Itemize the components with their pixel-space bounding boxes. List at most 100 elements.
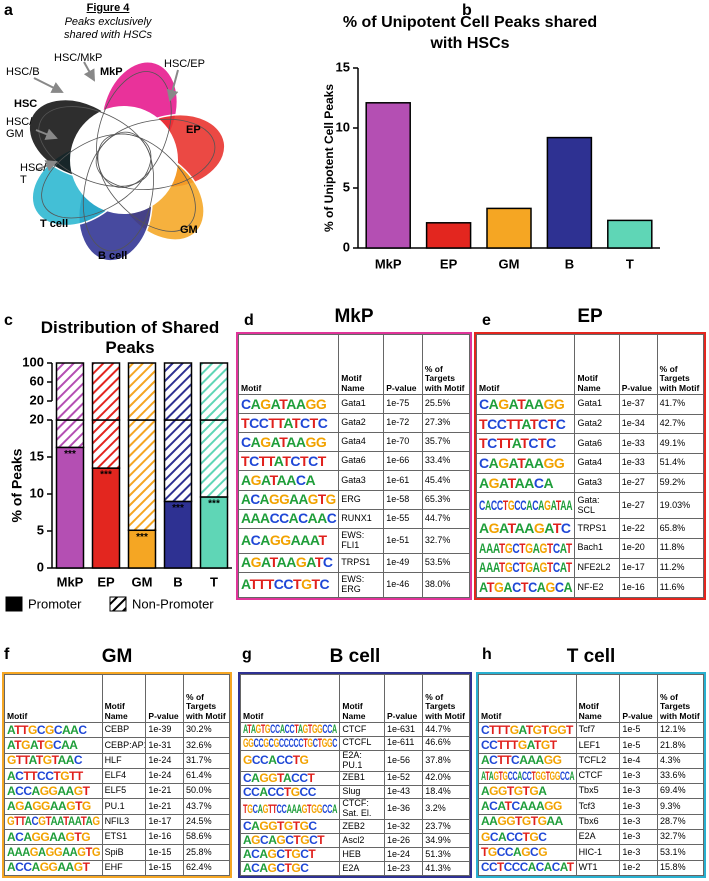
table-row: AGATAACA Gata3 1e-27 59.2%	[476, 472, 704, 494]
panel-letter: c	[4, 312, 13, 329]
table-cell: TCTTATCTC	[476, 433, 576, 455]
table-cell: 65.3%	[421, 489, 470, 510]
table-cell: 44.7%	[422, 722, 470, 737]
table-row: CCTTTGATGT LEF1 1e-5 21.8%	[478, 737, 704, 754]
table-cell: CAGGTGTGC	[240, 819, 341, 835]
table-row: TCCTTATCTC Gata2 1e-72 27.3%	[238, 413, 470, 434]
panel-letter: e	[482, 312, 491, 329]
x-tick-label: EP	[97, 574, 115, 589]
table-cell: 41.3%	[422, 860, 470, 876]
motif-logo: AAGGTGTGAA	[481, 814, 563, 829]
petal-outline	[97, 133, 196, 232]
motif-logo: GCACCTGC	[481, 829, 547, 844]
table-row: AGATAAGATC TRPS1 1e-49 53.5%	[238, 552, 470, 573]
table-cell: ATAGTGCCACCTGGTGGCCA	[478, 767, 577, 785]
significance-label: ***	[136, 532, 148, 543]
table-cell: Gata2	[338, 413, 385, 434]
table-cell: AAACCACAAC	[238, 508, 340, 529]
table-cell: EWS: FLI1	[338, 527, 385, 554]
table-cell: ACAGGAAGTG	[238, 489, 340, 510]
bar-segment	[55, 362, 85, 421]
table-cell: TGCAGTTCCAAAGTGGCCA	[240, 798, 341, 821]
table-cell: 1e-24	[383, 847, 424, 862]
y-tick-label: 0	[343, 239, 350, 254]
petal-outline	[82, 131, 154, 252]
table-cell: 32.7%	[421, 527, 470, 554]
table-cell: ATTTCCTGTC	[238, 571, 340, 598]
motif-logo: TGCCAGCG	[481, 845, 548, 860]
table-cell: AAATGCTGAGTCAT	[476, 537, 576, 559]
table-cell: 1e-21	[145, 783, 185, 800]
table-cell: 65.8%	[656, 518, 704, 539]
header-row: Motif Motif Name P-value% of Targets with …	[476, 334, 704, 395]
y-tick-label: 15	[336, 59, 350, 74]
table-cell: CAGATAAGG	[476, 453, 576, 474]
table-cell: ZEB2	[339, 819, 385, 835]
table-cell: 1e-27	[618, 472, 658, 494]
motif-logo: TCCTTATCTC	[479, 415, 566, 432]
table-cell: CCTTTGATGT	[478, 737, 577, 754]
table-cell: Gata4	[338, 432, 385, 453]
table-cell: Gata6	[574, 433, 620, 455]
table-cell: 43.7%	[183, 798, 230, 815]
table-cell: 44.7%	[421, 508, 470, 529]
table-cell: CACCTGCCACAGATAA	[476, 492, 576, 520]
table-row: GTTATGTAAC HLF 1e-24 31.7%	[4, 752, 230, 769]
bar-segment	[163, 362, 193, 421]
bar-segment	[91, 419, 121, 469]
table-row: TCCTTATCTC Gata2 1e-34 42.7%	[476, 413, 704, 435]
table-box: Motif Motif Name P-value% of Targets with …	[238, 672, 472, 878]
table-row: ATGATGCAA CEBP:AP1 1e-31 32.6%	[4, 737, 230, 754]
y-tick-label: 5	[37, 522, 44, 537]
table-cell: 1e-21	[145, 798, 185, 815]
diagram-label: MkP	[100, 66, 123, 78]
table-cell: 42.0%	[422, 770, 470, 786]
chart-title: % of Unipotent Cell Peaks shared with HS…	[342, 14, 598, 52]
column-header: Motif Name	[101, 674, 147, 723]
table-cell: ACTTCAAAGG	[478, 752, 577, 769]
diagram-subtitle: Peaks exclusively shared with HSCs	[63, 16, 153, 41]
table-row: ACAGGAAGTG ETS1 1e-16 58.6%	[4, 829, 230, 846]
table-cell: 69.4%	[657, 783, 704, 800]
table-cell: EWS: ERG	[338, 571, 385, 598]
table-cell: 28.7%	[657, 813, 704, 831]
legend-swatch	[5, 596, 23, 612]
table-cell: AGATAACA	[238, 470, 340, 491]
table-cell: 1e-3	[619, 829, 659, 846]
petal-outline	[95, 118, 216, 190]
x-tick-label: GM	[499, 256, 520, 271]
motif-logo: ACAGCTGC	[243, 861, 309, 876]
table-cell: GTTATGTAAC	[4, 752, 103, 769]
column-header: Motif	[4, 674, 103, 723]
table-cell: 25.8%	[183, 844, 230, 861]
table-cell: CTCFL	[339, 735, 385, 751]
table-cell: 1e-56	[383, 749, 424, 772]
table-row: GGCCGCGCCCCCTGCTGGC CTCFL 1e-611 46.6%	[240, 735, 470, 751]
table-cell: ELF5	[101, 783, 147, 800]
table-cell: GCACCTGC	[478, 829, 577, 846]
table-cell: 1e-15	[145, 844, 185, 861]
table-title: T cell	[566, 646, 616, 667]
table-row: CAGGTGTGC ZEB2 1e-32 23.7%	[240, 819, 470, 835]
table-cell: 1e-20	[618, 537, 658, 559]
table-row: TGCCAGCG HIC-1 1e-3 53.1%	[478, 844, 704, 861]
x-tick-label: MkP	[57, 574, 84, 589]
table-cell: EHF	[101, 859, 147, 876]
x-tick-label: B	[565, 256, 574, 271]
diagram-label: T cell	[40, 218, 69, 230]
table-cell: 49.1%	[656, 433, 704, 455]
table-cell: 1e-51	[383, 527, 423, 554]
table-cell: Slug	[339, 784, 385, 800]
table-cell: 1e-17	[145, 813, 185, 831]
diagram-label: GM	[180, 224, 198, 236]
table-cell: 61.4%	[183, 767, 230, 785]
table-row: TGCAGTTCCAAAGTGGCCA CTCF: Sat. El. 1e-36 3.…	[240, 798, 470, 821]
table-cell: 15.8%	[657, 859, 704, 876]
table-cell: ATTGCGCAAC	[4, 721, 103, 739]
table-row: ATTTCCTGTC EWS: ERG 1e-46 38.0%	[238, 571, 470, 598]
table-box: Motif Motif Name P-value% of Targets with …	[2, 672, 232, 878]
table-cell: 1e-23	[383, 860, 424, 876]
motif-logo: AGATAACA	[479, 474, 554, 491]
table-box: Motif Motif Name P-value% of Targets with …	[236, 332, 472, 600]
table-cell: 32.7%	[657, 829, 704, 846]
